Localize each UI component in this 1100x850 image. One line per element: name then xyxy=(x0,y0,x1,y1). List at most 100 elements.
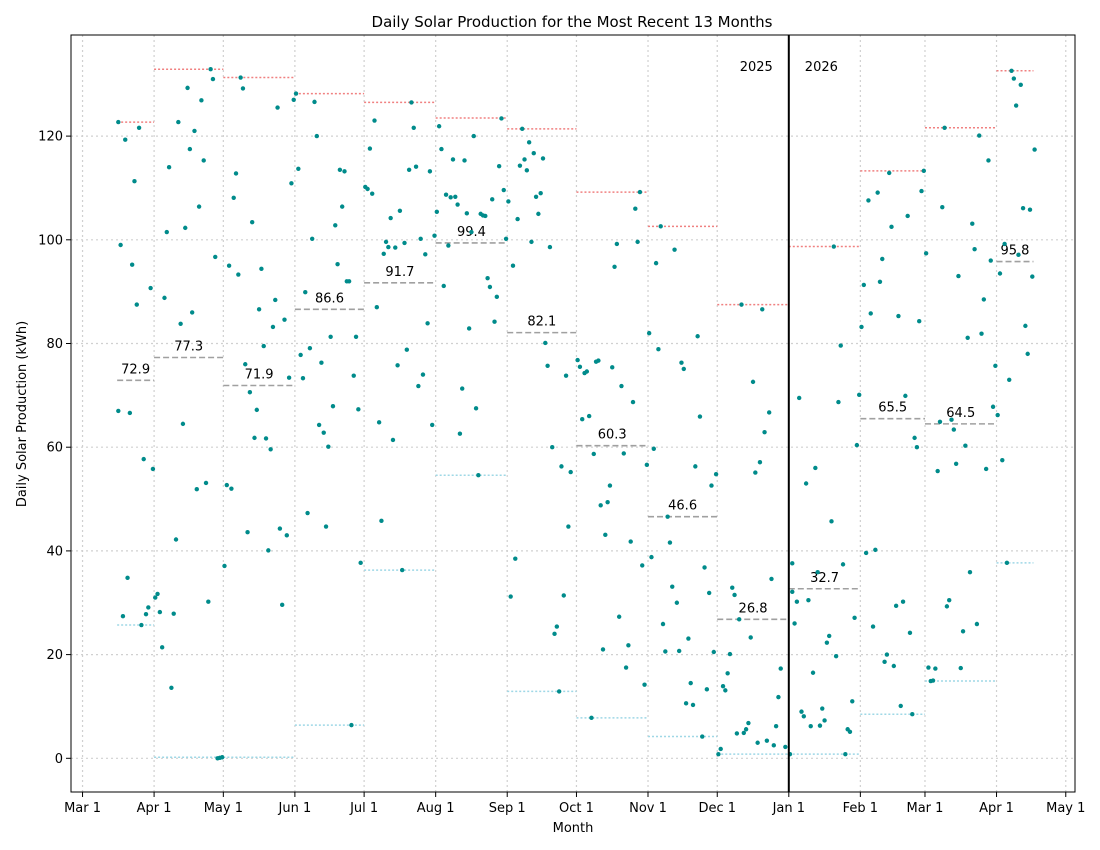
data-point xyxy=(125,575,130,581)
data-point xyxy=(404,347,410,352)
data-point xyxy=(296,166,301,171)
data-point xyxy=(305,510,310,516)
data-point xyxy=(951,427,957,432)
data-point xyxy=(616,614,622,619)
data-point xyxy=(129,262,135,267)
data-point xyxy=(833,653,839,659)
data-point xyxy=(933,666,938,671)
x-tick-label: May 1 xyxy=(1046,801,1085,816)
data-point xyxy=(734,731,740,736)
data-point xyxy=(829,519,834,524)
data-point xyxy=(658,224,663,229)
y-tick-label: 60 xyxy=(46,441,63,456)
data-point xyxy=(649,554,654,560)
data-point xyxy=(323,524,329,529)
data-point xyxy=(566,524,571,529)
data-point xyxy=(517,163,523,168)
data-point xyxy=(153,595,158,600)
data-point xyxy=(633,206,638,211)
data-point xyxy=(443,192,449,197)
data-point xyxy=(529,239,534,245)
data-point xyxy=(256,307,262,312)
data-point xyxy=(409,100,414,105)
data-point xyxy=(727,651,733,657)
data-point xyxy=(374,305,380,310)
data-point xyxy=(166,165,172,170)
data-point xyxy=(861,282,867,288)
data-point xyxy=(185,85,190,91)
data-point xyxy=(556,689,562,694)
data-point xyxy=(771,743,776,748)
data-point xyxy=(986,158,991,163)
data-point xyxy=(1018,82,1023,87)
data-point xyxy=(148,285,153,291)
data-point xyxy=(859,324,864,330)
data-point xyxy=(393,245,398,250)
data-point xyxy=(670,584,675,589)
daily-points xyxy=(116,67,1037,761)
data-point xyxy=(778,666,783,671)
data-point xyxy=(614,241,620,247)
data-point xyxy=(843,751,848,757)
data-point xyxy=(1009,68,1014,73)
data-point xyxy=(293,91,299,96)
data-point xyxy=(854,442,860,448)
data-point xyxy=(956,273,961,279)
data-point xyxy=(783,744,788,750)
data-point xyxy=(222,563,227,569)
data-point xyxy=(808,723,813,729)
data-point xyxy=(376,420,382,425)
data-point xyxy=(298,352,303,358)
data-point xyxy=(977,133,982,138)
data-point xyxy=(884,652,890,657)
data-point xyxy=(309,236,315,241)
data-point xyxy=(912,435,917,441)
data-point xyxy=(937,419,943,424)
data-point xyxy=(646,330,652,336)
data-point xyxy=(460,386,465,391)
data-point xyxy=(236,272,241,277)
x-tick-label: Apr 1 xyxy=(137,801,172,816)
y-axis-label: Daily Solar Production (kWh) xyxy=(15,321,30,507)
data-point xyxy=(545,363,550,368)
data-point xyxy=(141,456,146,462)
data-point xyxy=(321,430,326,435)
data-point xyxy=(750,379,756,385)
data-point xyxy=(683,701,689,706)
data-point xyxy=(282,317,287,322)
data-point xyxy=(963,443,968,448)
data-point xyxy=(940,204,945,210)
data-point xyxy=(279,602,285,608)
data-point xyxy=(847,729,853,735)
data-point xyxy=(466,326,472,331)
data-point xyxy=(116,408,121,414)
data-point xyxy=(856,392,862,398)
data-point xyxy=(790,561,795,566)
data-point xyxy=(183,225,188,231)
data-point xyxy=(965,335,970,340)
data-point xyxy=(637,189,643,195)
year-divider: 2025 2026 xyxy=(740,35,838,792)
data-point xyxy=(591,451,596,457)
data-point xyxy=(127,410,133,416)
data-point xyxy=(700,734,705,739)
data-point xyxy=(773,723,779,729)
data-point xyxy=(635,239,640,245)
data-point xyxy=(619,383,624,389)
data-point xyxy=(132,179,137,184)
data-point xyxy=(676,648,682,654)
data-point xyxy=(413,164,419,169)
data-point xyxy=(406,167,412,173)
x-tick-label: Sep 1 xyxy=(489,801,526,816)
x-axis-label: Month xyxy=(553,821,594,836)
data-point xyxy=(506,199,511,204)
data-point xyxy=(665,514,670,519)
data-point xyxy=(494,294,500,300)
data-point xyxy=(427,169,433,174)
data-point xyxy=(247,390,253,395)
month-mean-label: 82.1 xyxy=(527,315,556,330)
data-point xyxy=(543,340,548,346)
data-point xyxy=(496,163,502,169)
data-point xyxy=(471,133,476,139)
